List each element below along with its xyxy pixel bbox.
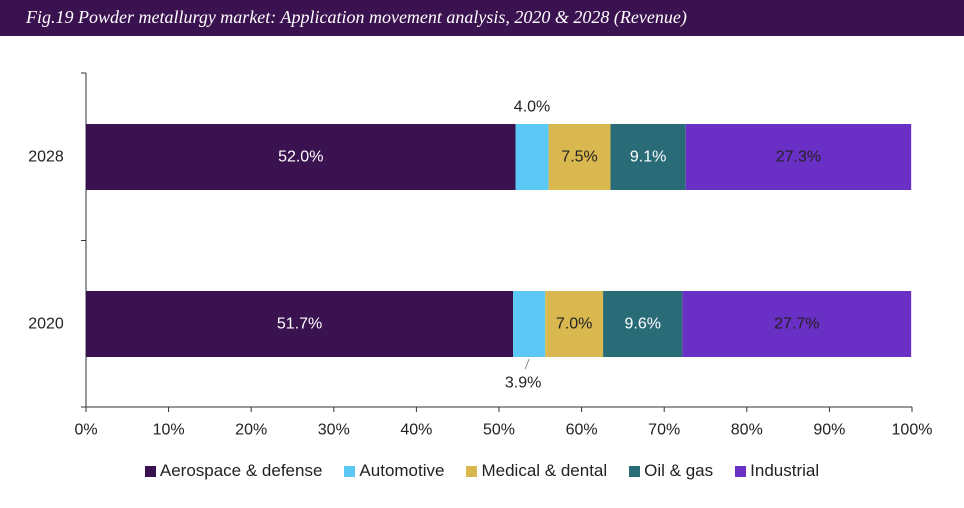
data-label-2028-2: 7.5% (561, 149, 597, 166)
legend-label-0: Aerospace & defense (159, 461, 323, 480)
bar-segment-2020-4 (682, 291, 912, 357)
bar-segment-2028-0 (86, 124, 516, 190)
data-label-2020-2: 7.0% (556, 316, 592, 333)
y-tick-label-2020: 2020 (28, 316, 64, 333)
x-tick-label-0: 0% (74, 422, 97, 439)
bar-segment-2028-3 (610, 124, 686, 190)
bar-segment-2028-4 (685, 124, 912, 190)
title-bar: Fig.19 Powder metallurgy market: Applica… (0, 0, 964, 36)
legend-item-4: Industrial (735, 461, 819, 481)
leader-line-2020-1 (524, 358, 530, 370)
y-tick-label-2028: 2028 (28, 149, 64, 166)
legend-swatch-1 (344, 465, 356, 477)
x-tick-label-8: 80% (731, 422, 763, 439)
chart-legend: Aerospace & defense Automotive Medical & d… (0, 460, 964, 482)
x-tick-label-10: 100% (892, 422, 933, 439)
bar-segment-2020-2 (545, 291, 604, 357)
bar-segment-2028-2 (548, 124, 611, 190)
chart-title: Fig.19 Powder metallurgy market: Applica… (26, 7, 687, 27)
data-label-2028-1: 4.0% (514, 99, 550, 116)
bar-segment-2020-0 (86, 291, 514, 357)
x-tick-label-4: 40% (400, 422, 432, 439)
legend-item-2: Medical & dental (466, 461, 607, 481)
legend-label-3: Oil & gas (644, 461, 714, 480)
x-tick-label-7: 70% (648, 422, 680, 439)
legend-item-3: Oil & gas (629, 461, 713, 481)
legend-swatch-0 (144, 465, 156, 477)
x-tick-label-1: 10% (153, 422, 185, 439)
x-tick-label-6: 60% (566, 422, 598, 439)
data-label-2020-0: 51.7% (277, 316, 322, 333)
data-label-2028-3: 9.1% (630, 149, 666, 166)
data-label-2020-1: 3.9% (505, 375, 541, 392)
x-tick-label-3: 30% (318, 422, 350, 439)
x-tick-label-5: 50% (483, 422, 515, 439)
data-label-2028-4: 27.3% (776, 149, 821, 166)
legend-label-2: Medical & dental (481, 461, 608, 480)
x-tick-label-2: 20% (235, 422, 267, 439)
x-tick-label-9: 90% (813, 422, 845, 439)
legend-swatch-4 (735, 465, 747, 477)
legend-swatch-3 (629, 465, 641, 477)
legend-swatch-2 (466, 465, 478, 477)
bar-segment-2020-3 (603, 291, 683, 357)
legend-item-1: Automotive (344, 461, 444, 481)
data-label-2020-3: 9.6% (624, 316, 660, 333)
bar-segment-2028-1 (515, 124, 549, 190)
legend-item-0: Aerospace & defense (144, 461, 323, 481)
legend-label-4: Industrial (750, 461, 820, 480)
data-label-2028-0: 52.0% (278, 149, 323, 166)
data-label-2020-4: 27.7% (774, 316, 819, 333)
bar-segment-2020-1 (513, 291, 546, 357)
legend-label-1: Automotive (359, 461, 445, 480)
